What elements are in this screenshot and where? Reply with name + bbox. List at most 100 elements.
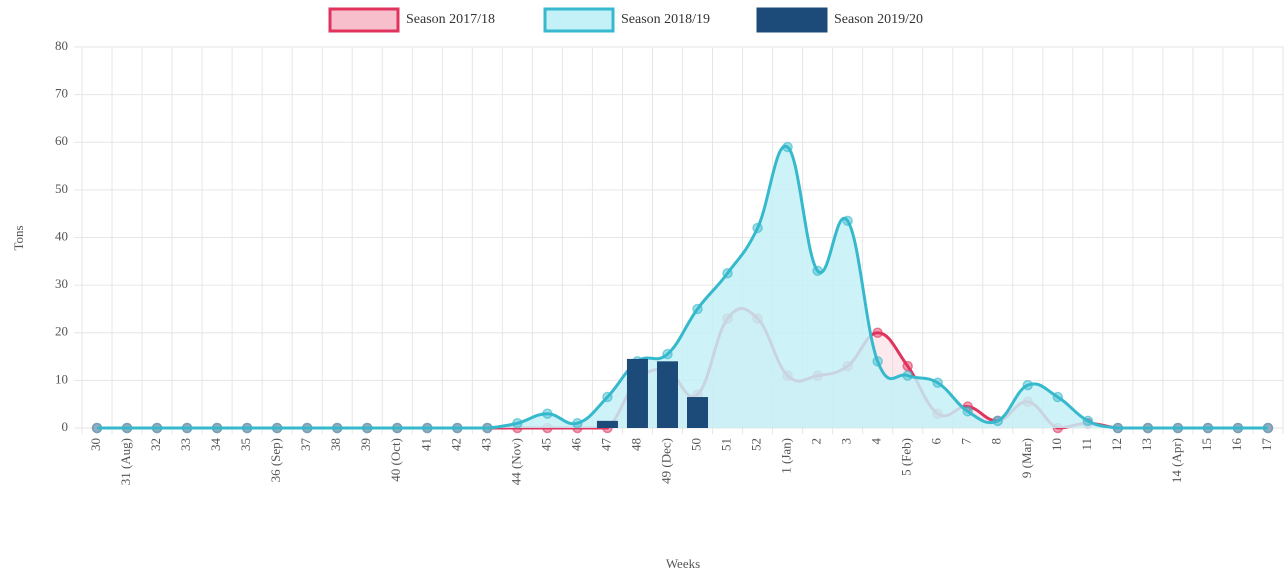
data-point [211, 422, 223, 434]
data-point [151, 422, 163, 434]
data-point [1022, 379, 1034, 391]
x-tick-label: 50 [688, 438, 703, 451]
x-tick-label: 37 [298, 438, 313, 452]
x-tick-label: 40 (Oct) [388, 438, 403, 482]
data-point [361, 422, 373, 434]
x-tick-label: 14 (Apr) [1169, 438, 1184, 483]
bar [596, 420, 618, 428]
x-tick-label: 51 [719, 438, 734, 451]
y-tick-label: 60 [55, 133, 68, 148]
data-point [722, 267, 733, 279]
y-tick-label: 70 [55, 86, 68, 101]
data-point [932, 377, 943, 389]
legend-label: Season 2019/20 [834, 12, 923, 27]
data-point [902, 360, 913, 372]
data-point [992, 415, 1004, 427]
x-tick-label: 13 [1139, 438, 1154, 451]
series-area [97, 146, 1268, 428]
data-point [902, 370, 913, 381]
data-point [572, 417, 583, 429]
data-point [121, 422, 133, 434]
data-point [1112, 422, 1124, 434]
x-tick-label: 38 [328, 438, 343, 451]
data-point [662, 348, 673, 360]
bar [687, 397, 709, 428]
data-point [331, 422, 343, 434]
x-tick-label: 7 [959, 438, 974, 445]
x-tick-label: 52 [749, 438, 764, 451]
data-point [1202, 422, 1214, 434]
x-tick-label: 12 [1109, 438, 1124, 451]
x-tick-label: 41 [418, 438, 433, 451]
data-point [872, 356, 883, 367]
x-tick-label: 32 [148, 438, 163, 451]
data-point [392, 422, 403, 434]
bar [626, 358, 648, 428]
x-tick-label: 42 [448, 438, 463, 451]
data-point [692, 303, 703, 315]
data-point [301, 422, 313, 434]
x-tick-label: 39 [358, 438, 373, 451]
data-point [422, 422, 433, 434]
x-tick-label: 2 [809, 438, 824, 445]
legend-label: Season 2017/18 [406, 12, 495, 27]
x-tick-label: 16 [1229, 438, 1244, 452]
x-tick-label: 10 [1049, 438, 1064, 451]
y-tick-label: 80 [55, 38, 68, 53]
x-tick-label: 47 [598, 438, 613, 452]
data-point [181, 422, 193, 434]
data-point [1172, 422, 1184, 434]
data-point [1262, 422, 1274, 434]
x-tick-label: 8 [989, 438, 1004, 445]
x-axis-label: Weeks [666, 556, 700, 571]
x-tick-label: 1 (Jan) [779, 438, 794, 474]
y-tick-label: 30 [55, 276, 68, 291]
y-tick-label: 10 [55, 371, 68, 386]
x-tick-label: 3 [839, 438, 854, 445]
x-tick-label: 46 [568, 438, 583, 452]
data-point [872, 327, 883, 338]
x-tick-label: 34 [208, 438, 223, 452]
data-point [1142, 422, 1154, 434]
data-point [962, 406, 973, 417]
x-tick-label: 35 [238, 438, 253, 451]
data-point [241, 422, 253, 434]
x-tick-label: 45 [538, 438, 553, 451]
data-point [752, 222, 763, 234]
x-tick-label: 48 [628, 438, 643, 451]
y-tick-label: 0 [62, 419, 69, 434]
legend-swatch [543, 7, 615, 33]
x-tick-label: 15 [1199, 438, 1214, 451]
data-point [91, 422, 103, 434]
data-point [602, 391, 613, 403]
x-tick-label: 43 [478, 438, 493, 451]
x-tick-label: 6 [929, 438, 944, 445]
data-point [1052, 391, 1064, 403]
x-tick-label: 11 [1079, 438, 1094, 451]
data-point [1082, 415, 1094, 427]
x-tick-label: 44 (Nov) [508, 438, 523, 485]
data-point [271, 422, 283, 434]
legend-swatch [328, 7, 400, 33]
data-point [842, 215, 853, 227]
data-point [1232, 422, 1244, 434]
y-tick-label: 40 [55, 228, 68, 243]
x-tick-label: 17 [1259, 438, 1274, 452]
y-axis-label: Tons [11, 225, 26, 250]
data-point [542, 408, 553, 419]
data-point [482, 422, 493, 434]
x-tick-label: 31 (Aug) [118, 438, 133, 485]
x-tick-label: 4 [869, 438, 884, 445]
data-point [452, 422, 463, 434]
x-tick-label: 49 (Dec) [658, 438, 673, 484]
y-tick-label: 50 [55, 181, 68, 196]
legend-swatch [756, 7, 828, 33]
data-point [782, 141, 793, 153]
x-tick-label: 33 [178, 438, 193, 451]
data-point [512, 417, 523, 429]
legend: Season 2017/18 Season 2018/19 Season 2019/… [328, 7, 923, 33]
data-point [812, 265, 823, 277]
legend-label: Season 2018/19 [621, 12, 710, 27]
bar [656, 361, 678, 428]
